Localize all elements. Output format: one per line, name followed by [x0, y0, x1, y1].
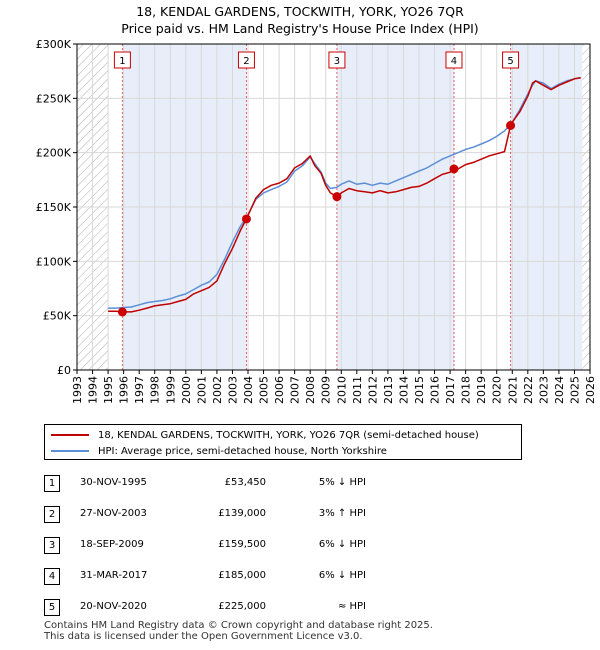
sale-point	[506, 121, 516, 130]
x-tick-label: 2016	[429, 376, 442, 404]
footer-attribution: Contains HM Land Registry data © Crown c…	[44, 620, 433, 642]
sale-number-label: 3	[334, 56, 340, 67]
y-tick-label: £300K	[36, 38, 72, 51]
y-tick-label: £100K	[36, 255, 72, 268]
x-tick-label: 2018	[460, 376, 473, 404]
legend-entry-property: 18, KENDAL GARDENS, TOCKWITH, YORK, YO26…	[51, 427, 479, 443]
x-tick-label: 2025	[568, 376, 581, 404]
x-tick-label: 2024	[553, 376, 566, 404]
sale-number-label: 1	[119, 56, 125, 67]
y-tick-label: £250K	[36, 92, 72, 105]
row-number-badge: 2	[44, 506, 60, 523]
footer-copyright: Contains HM Land Registry data © Crown c…	[44, 620, 433, 631]
row-price: £53,450	[224, 477, 266, 488]
x-tick-label: 2015	[413, 376, 426, 404]
row-price: £159,500	[218, 539, 266, 550]
footer-licence: This data is licensed under the Open Gov…	[44, 631, 363, 642]
x-tick-label: 2014	[397, 376, 410, 404]
sale-point	[117, 307, 127, 317]
sale-number-box	[237, 51, 255, 69]
x-tick-label: 2011	[351, 376, 364, 404]
legend-entry-hpi: HPI: Average price, semi-detached house,…	[51, 443, 387, 459]
x-tick-label: 1996	[118, 376, 131, 404]
x-tick-label: 2013	[382, 376, 395, 404]
sale-number-box	[502, 51, 520, 69]
x-tick-label: 2004	[242, 376, 255, 404]
x-tick-label: 1993	[71, 376, 84, 404]
x-tick-label: 2009	[320, 376, 333, 404]
x-tick-label: 2012	[366, 376, 379, 404]
price-chart: 1 2 3 4 5 £0 £50K £100K £150K £200K £250K £300K 199…	[36, 38, 597, 404]
row-price: £225,000	[218, 601, 266, 612]
x-tick-label: 2021	[506, 376, 519, 404]
x-tick-label: 2000	[180, 376, 193, 404]
row-hpi: ≈ HPI	[337, 601, 366, 612]
row-number-badge: 3	[44, 537, 60, 554]
y-tick-label: £0	[57, 364, 71, 377]
row-date: 30-NOV-1995	[80, 477, 147, 488]
y-tick-label: £50K	[43, 310, 72, 323]
sale-number-label: 4	[451, 56, 457, 67]
row-hpi: 6% ↓ HPI	[318, 570, 366, 581]
row-date: 18-SEP-2009	[80, 539, 144, 550]
sale-point	[241, 214, 251, 224]
x-tick-label: 2003	[226, 376, 239, 404]
row-price: £185,000	[218, 570, 266, 581]
x-tick-label: 2026	[584, 376, 597, 404]
x-tick-label: 2001	[195, 376, 208, 404]
row-hpi: 3% ↑ HPI	[318, 508, 366, 519]
sale-point	[449, 164, 459, 174]
row-date: 20-NOV-2020	[80, 601, 147, 612]
x-tick-label: 2002	[211, 376, 224, 404]
legend-swatch-hpi	[51, 450, 89, 452]
x-tick-label: 2017	[444, 376, 457, 404]
y-tick-label: £200K	[36, 147, 72, 160]
x-tick-label: 2005	[258, 376, 271, 404]
x-tick-label: 1997	[133, 376, 146, 404]
x-tick-label: 2019	[475, 376, 488, 404]
x-tick-label: 2008	[304, 376, 317, 404]
x-tick-label: 2006	[273, 376, 286, 404]
row-hpi: 5% ↓ HPI	[318, 477, 366, 488]
legend-swatch-property	[51, 434, 89, 436]
x-tick-label: 1994	[87, 376, 100, 404]
legend-label-hpi: HPI: Average price, semi-detached house,…	[98, 445, 387, 457]
chart-legend: 18, KENDAL GARDENS, TOCKWITH, YORK, YO26…	[44, 424, 522, 460]
title-line-subtitle: Price paid vs. HM Land Registry's House …	[121, 21, 479, 36]
sale-point	[332, 192, 342, 202]
row-date: 31-MAR-2017	[80, 570, 148, 581]
y-tick-label: £150K	[36, 201, 72, 214]
row-hpi: 6% ↓ HPI	[318, 539, 366, 550]
row-date: 27-NOV-2003	[80, 508, 147, 519]
row-number-badge: 5	[44, 599, 60, 616]
x-tick-label: 2010	[335, 376, 348, 404]
legend-label-property: 18, KENDAL GARDENS, TOCKWITH, YORK, YO26…	[98, 429, 479, 441]
x-tick-label: 1995	[102, 376, 115, 404]
row-number-badge: 1	[44, 475, 60, 492]
chart-title: 18, KENDAL GARDENS, TOCKWITH, YORK, YO26…	[0, 3, 600, 37]
sale-number-box	[328, 51, 346, 69]
title-line-address: 18, KENDAL GARDENS, TOCKWITH, YORK, YO26…	[136, 4, 464, 19]
sale-number-label: 5	[507, 56, 513, 67]
table-row: 3 18-SEP-2009 £159,500 6% ↓ HPI	[44, 536, 384, 556]
sale-number-label: 2	[243, 56, 249, 67]
row-price: £139,000	[218, 508, 266, 519]
x-tick-label: 2023	[537, 376, 550, 404]
sale-number-box	[113, 51, 131, 69]
row-number-badge: 4	[44, 568, 60, 585]
x-tick-label: 2007	[289, 376, 302, 404]
table-row: 5 20-NOV-2020 £225,000 ≈ HPI	[44, 598, 384, 618]
x-tick-label: 1999	[164, 376, 177, 404]
x-tick-label: 2022	[522, 376, 535, 404]
table-row: 2 27-NOV-2003 £139,000 3% ↑ HPI	[44, 505, 384, 525]
x-tick-label: 1998	[149, 376, 162, 404]
table-row: 4 31-MAR-2017 £185,000 6% ↓ HPI	[44, 567, 384, 587]
sale-number-box	[445, 51, 463, 69]
table-row: 1 30-NOV-1995 £53,450 5% ↓ HPI	[44, 474, 384, 494]
x-tick-label: 2020	[491, 376, 504, 404]
